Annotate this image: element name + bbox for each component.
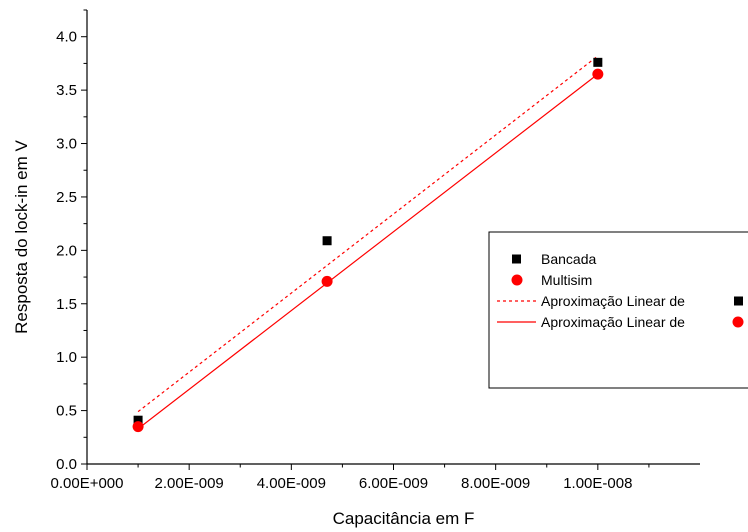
y-tick-label: 2.5 xyxy=(56,189,77,206)
y-axis-title: Resposta do lock-in em V xyxy=(12,139,31,333)
y-tick-label: 1.5 xyxy=(56,296,77,313)
y-tick-label: 2.0 xyxy=(56,242,77,259)
y-tick-label: 3.5 xyxy=(56,82,77,99)
x-axis-title: Capacitância em F xyxy=(333,509,475,528)
legend-label: Aproximação Linear de xyxy=(541,293,685,309)
legend-label: Bancada xyxy=(541,251,596,267)
point-bancada xyxy=(133,415,143,425)
x-tick-label: 8.00E-009 xyxy=(461,475,530,492)
x-tick-label: 4.00E-009 xyxy=(257,475,326,492)
point-bancada xyxy=(322,236,332,246)
x-tick-label: 0.00E+000 xyxy=(51,475,124,492)
point-bancada xyxy=(593,57,603,67)
legend-box xyxy=(488,231,748,389)
fit-line-2 xyxy=(137,73,599,430)
y-tick-label: 0.0 xyxy=(56,456,77,473)
point-multisim xyxy=(132,421,144,433)
y-tick-label: 4.0 xyxy=(56,29,77,46)
y-tick-label: 3.0 xyxy=(56,136,77,153)
x-tick-label: 6.00E-009 xyxy=(359,475,428,492)
point-multisim xyxy=(321,275,333,287)
y-tick-label: 0.5 xyxy=(56,403,77,420)
legend-label: Aproximação Linear de xyxy=(541,314,685,330)
legend-tail-circle xyxy=(732,316,744,328)
legend-tail-square xyxy=(734,296,743,306)
legend-label: Multisim xyxy=(541,272,592,288)
legend-marker-multisim xyxy=(511,274,523,286)
legend-marker-bancada xyxy=(512,254,521,264)
point-multisim xyxy=(592,68,604,80)
fit-line-1 xyxy=(137,55,599,413)
y-tick-label: 1.0 xyxy=(56,349,77,366)
x-tick-label: 1.00E-008 xyxy=(563,475,632,492)
x-tick-label: 2.00E-009 xyxy=(155,475,224,492)
legend: Bancada Multisim Aproximação Linear de Apro… xyxy=(488,231,748,389)
